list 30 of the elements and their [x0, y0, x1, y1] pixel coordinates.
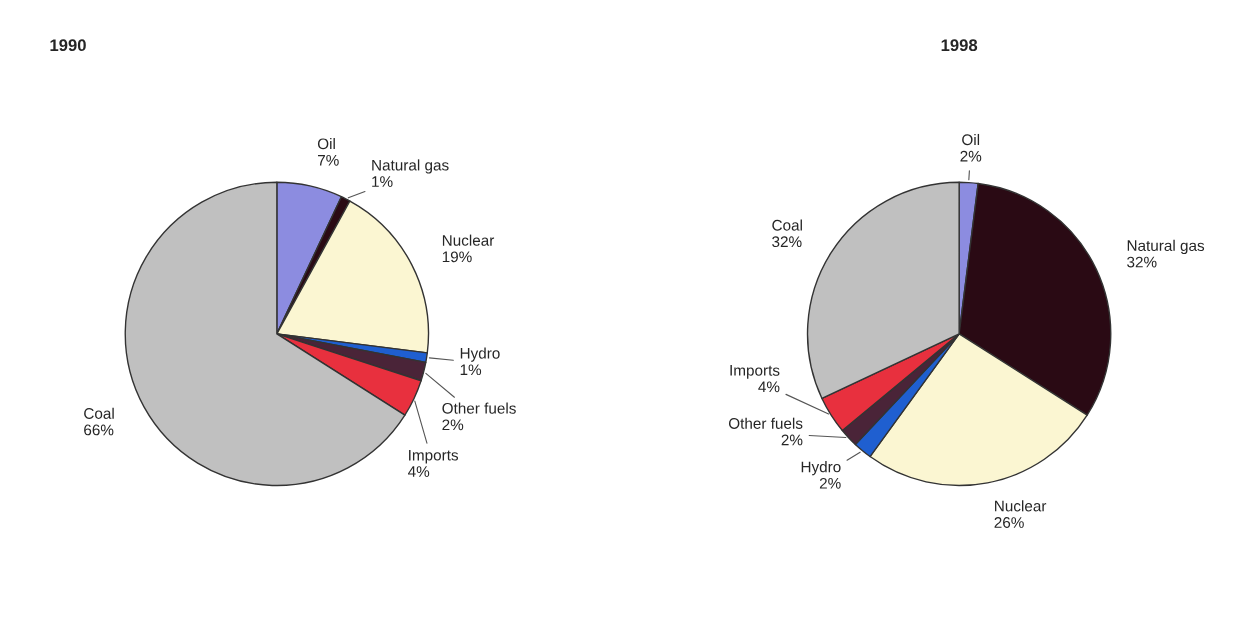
slice-label: Nuclear [995, 500, 1047, 512]
slice-label: Coal [84, 407, 114, 419]
slice-label: Natural gas [372, 159, 449, 174]
data-label: 19% [442, 251, 472, 263]
data-label: 66% [84, 424, 114, 436]
data-label: 4% [758, 381, 780, 393]
slice-label: Oil [962, 133, 980, 146]
slice-label: Hydro [460, 347, 500, 362]
data-label: 26% [994, 517, 1024, 528]
data-label: 1% [372, 176, 393, 187]
slice-label: Imports [409, 449, 459, 464]
data-label: 1% [460, 364, 482, 376]
data-label: 2% [960, 150, 982, 162]
slice-label: Hydro [801, 461, 841, 476]
data-label: 32% [1127, 256, 1157, 268]
slice-label: Other fuels [728, 417, 803, 429]
slice-label: Oil [317, 138, 335, 150]
data-label: 2% [819, 477, 841, 489]
slice-label: Other fuels [442, 402, 516, 414]
data-label: 2% [442, 419, 464, 431]
slice-label: Natural gas [1127, 239, 1205, 255]
data-label: 32% [772, 236, 802, 248]
chart-title: 1990 [50, 39, 86, 52]
data-label: 2% [781, 434, 803, 446]
data-label: 7% [318, 154, 339, 166]
slice-label: Coal [772, 219, 802, 231]
chart-title: 1998 [941, 39, 978, 52]
slice-label: Nuclear [442, 234, 495, 246]
data-label: 4% [408, 466, 430, 477]
slice-label: Imports [730, 365, 780, 379]
